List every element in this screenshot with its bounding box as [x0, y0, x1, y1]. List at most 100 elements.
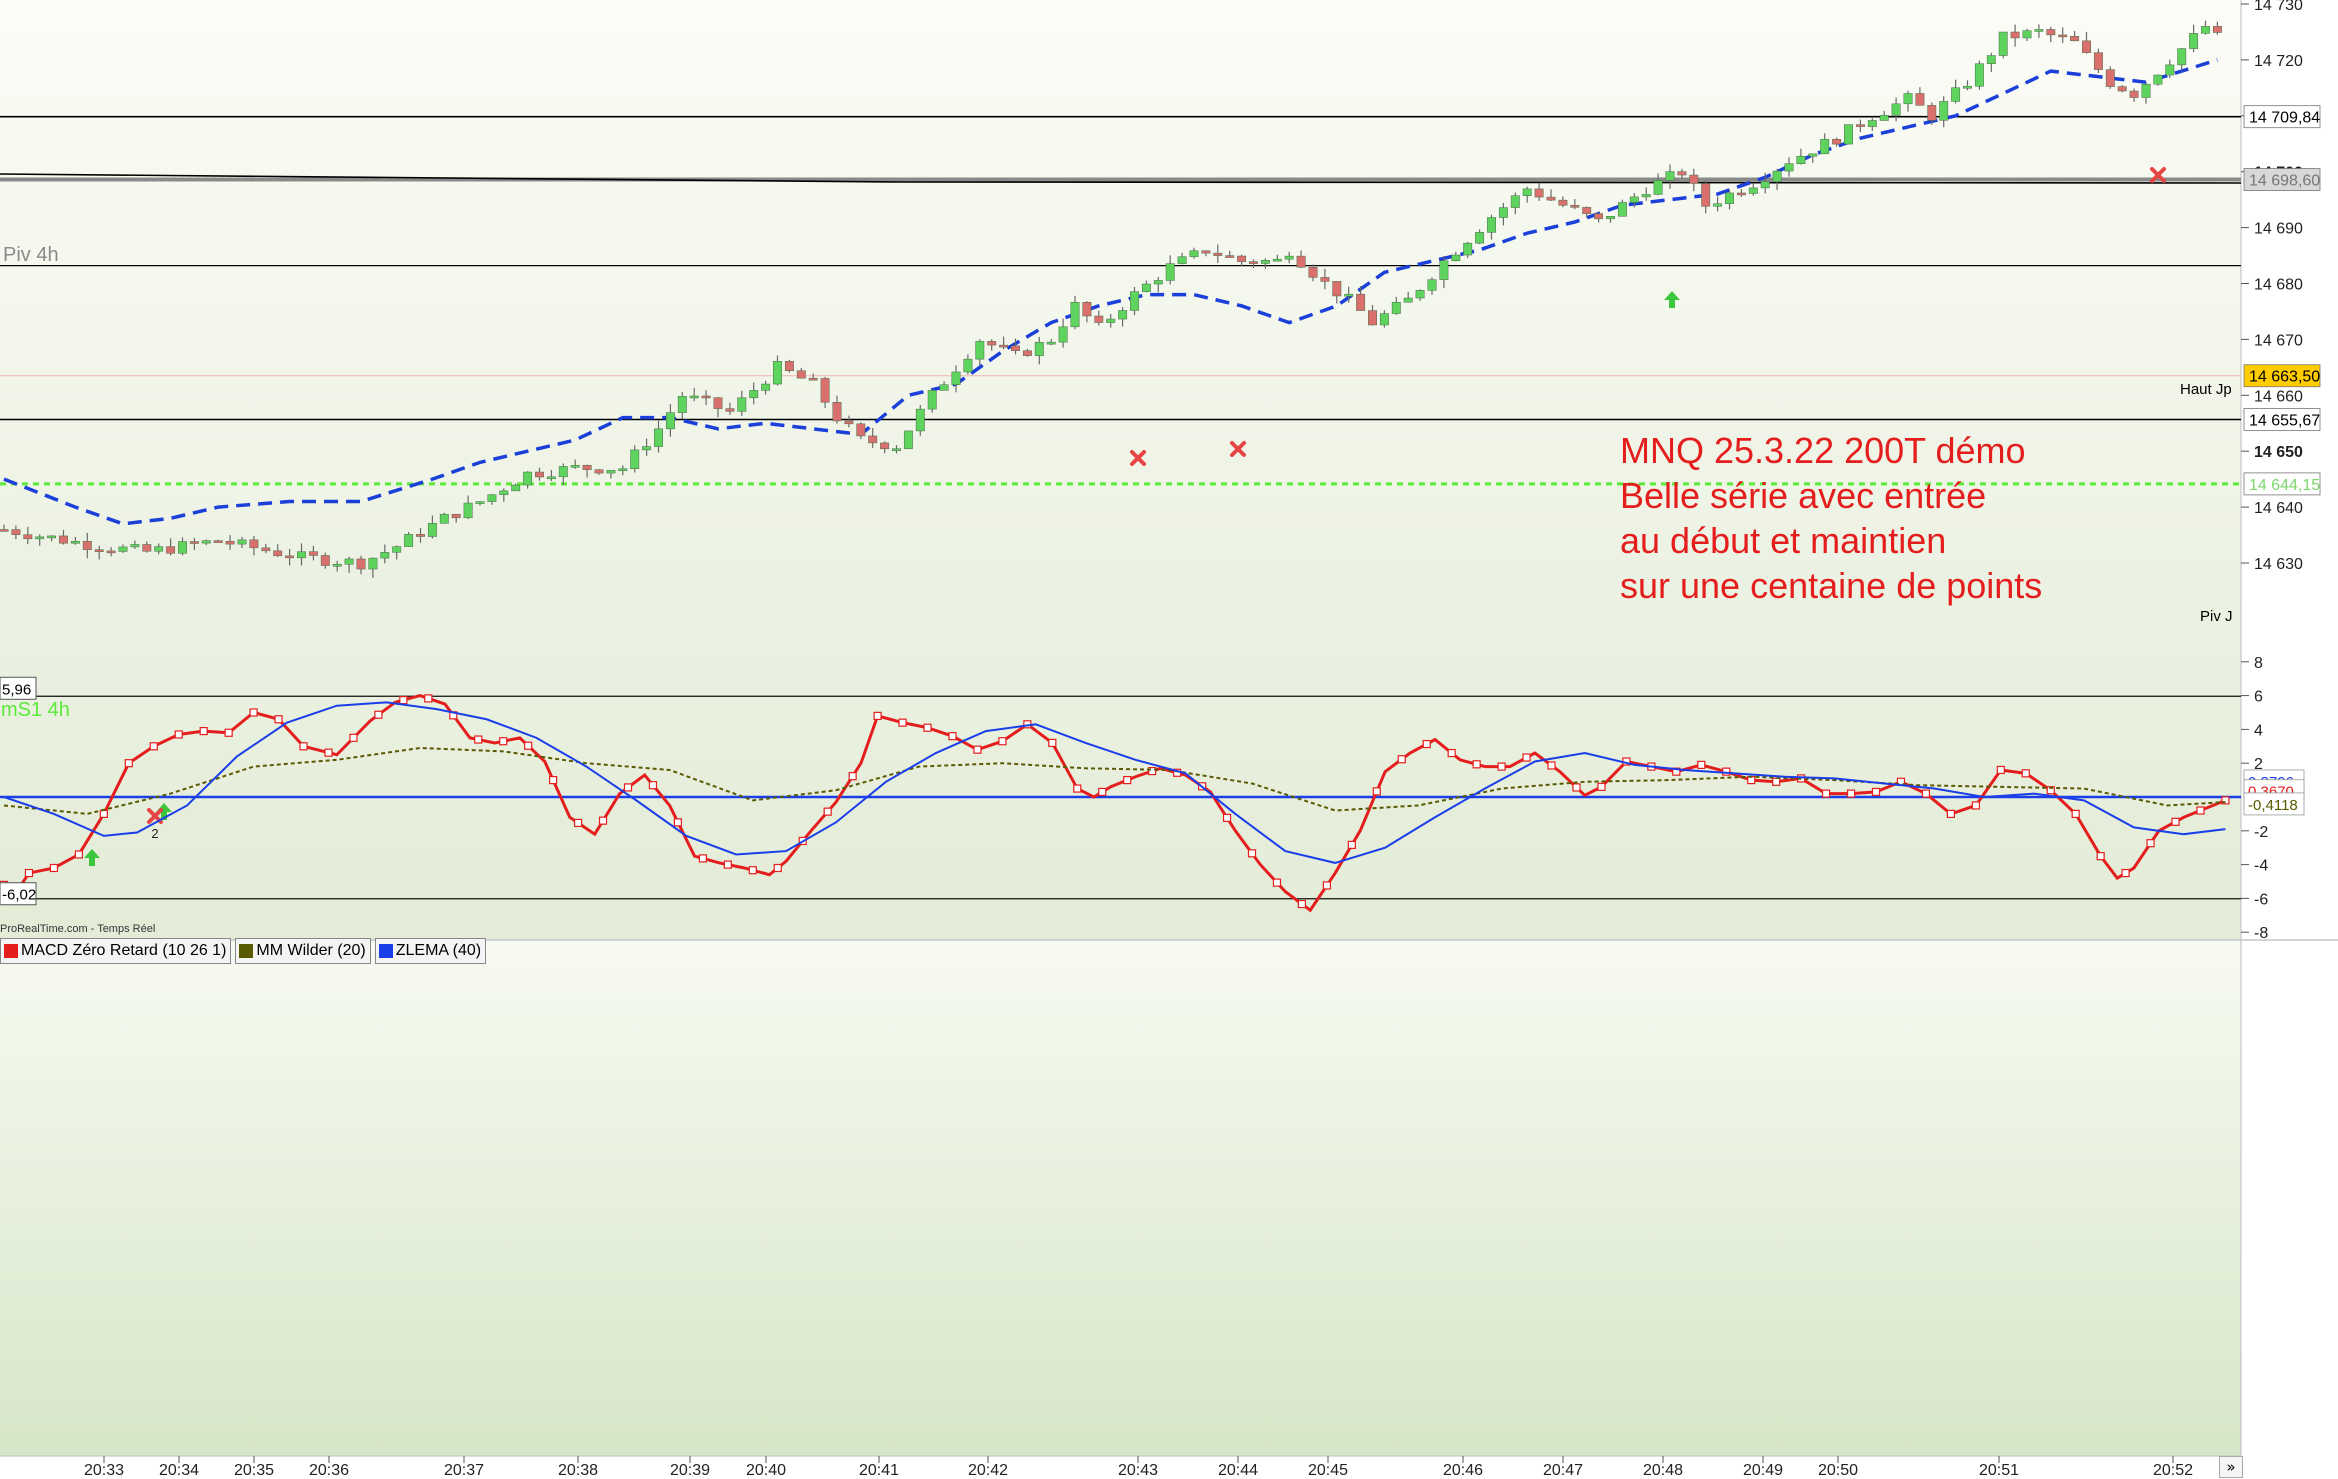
candle-body — [1760, 181, 1770, 189]
legend-label: ZLEMA (40) — [395, 942, 482, 959]
candle-body — [1141, 283, 1151, 292]
candle-body — [1189, 250, 1199, 257]
candle-body — [285, 555, 295, 559]
indicator-point — [474, 735, 483, 744]
x-tick-label: 20:45 — [1308, 1462, 1348, 1479]
legend-wilder[interactable]: MM Wilder (20) — [235, 938, 371, 964]
indicator-point — [2071, 809, 2080, 819]
indicator-point — [1447, 748, 1456, 758]
x-axis: 20:33 20:34 20:35 20:36 20:37 20:38 20:39 20:40… — [84, 1456, 2193, 1479]
y-tick-label: 4 — [2254, 722, 2263, 739]
indicator-point — [1322, 881, 1331, 890]
candle-body — [665, 412, 675, 430]
candle-body — [642, 446, 652, 451]
candle-body — [1677, 171, 1687, 176]
candle-body — [1844, 124, 1853, 145]
indicator-point — [1971, 801, 1980, 810]
candle-body — [713, 397, 723, 409]
candle-body — [1867, 120, 1877, 127]
indicator-level-tag-low: -6,02 — [2, 887, 36, 904]
candle-body — [249, 539, 259, 549]
indicator-point — [1297, 899, 1307, 909]
indicator-point — [2096, 852, 2105, 861]
y-tick-label: 14 690 — [2254, 221, 2303, 238]
indicator-point — [1821, 789, 1831, 798]
candle-body — [2117, 86, 2127, 92]
candle-body — [320, 555, 330, 566]
candle-body — [2046, 29, 2056, 36]
candle-body — [1260, 260, 1270, 264]
indicator-tag-wilder-bg — [2243, 792, 2305, 816]
x-mark-icon — [2150, 167, 2166, 183]
indicator-point — [1697, 760, 1706, 769]
hautjp-label: Haut Jp — [2180, 381, 2232, 398]
indicator-point — [648, 781, 658, 790]
candle-body — [1772, 170, 1782, 182]
x-tick-label: 20:37 — [444, 1462, 484, 1479]
y-tick-label: 14 650 — [2254, 444, 2303, 461]
indicator-point — [998, 737, 1007, 746]
candle-body — [2022, 30, 2032, 39]
candle-body — [1011, 345, 1020, 351]
candle-body — [213, 540, 223, 543]
candle-body — [261, 547, 271, 552]
indicator-point — [1772, 777, 1781, 786]
candle-body — [2141, 83, 2151, 98]
candle-body — [1332, 281, 1342, 297]
x-tick-label: 20:49 — [1743, 1462, 1783, 1479]
candle-body — [1094, 315, 1104, 323]
candle-body — [178, 541, 187, 554]
y-tick-label: -2 — [2254, 824, 2268, 841]
candle-body — [582, 465, 592, 470]
y-tick-label: -4 — [2254, 858, 2268, 875]
candle-body — [499, 490, 509, 495]
indicator-point — [748, 866, 757, 875]
candle-body — [1022, 350, 1032, 356]
candle-body — [1725, 192, 1734, 204]
candle-body — [237, 539, 247, 545]
candle-body — [1606, 216, 1615, 220]
candle-body — [796, 370, 806, 379]
candle-body — [1130, 291, 1139, 311]
x-tick-label: 20:34 — [159, 1462, 199, 1479]
indicator-point — [898, 718, 907, 727]
indicator-point — [499, 737, 508, 746]
indicator-panel-bg — [0, 940, 2241, 1456]
candle-body — [1296, 255, 1306, 268]
candle-body — [1748, 187, 1758, 194]
candle-body — [1927, 105, 1937, 121]
candle-body — [416, 534, 425, 537]
candle-body — [1463, 242, 1473, 256]
legend-macd[interactable]: MACD Zéro Retard (10 26 1) — [0, 938, 232, 964]
indicator-tag-wilder: -0,4118 — [2248, 797, 2298, 814]
candle-body — [1570, 205, 1580, 208]
indicator-point — [549, 775, 558, 785]
indicator-point — [1597, 782, 1606, 791]
indicator-point — [1472, 760, 1481, 769]
candle-body — [844, 420, 854, 425]
candle-body — [1832, 138, 1842, 145]
candle-body — [1522, 188, 1532, 196]
candle-body — [142, 544, 152, 552]
candle-body — [297, 551, 306, 559]
y-tick-label: 14 630 — [2254, 556, 2303, 573]
candle-body — [1689, 174, 1699, 184]
candle-body — [1736, 192, 1746, 196]
candle-body — [2201, 26, 2210, 34]
candle-body — [558, 466, 568, 478]
candle-body — [1284, 255, 1294, 260]
candle-body — [1879, 114, 1889, 121]
indicator-point — [1547, 761, 1556, 770]
candle-body — [511, 484, 521, 492]
legend-zlema[interactable]: ZLEMA (40) — [374, 938, 487, 964]
scroll-right-button[interactable]: » — [2219, 1456, 2243, 1478]
legend-swatch — [378, 944, 393, 958]
indicator-point — [1347, 840, 1356, 849]
indicator-point — [274, 715, 283, 724]
indicator-point — [224, 728, 233, 737]
candle-body — [868, 435, 878, 444]
candle-body — [332, 564, 342, 567]
candle-body — [273, 550, 283, 557]
candle-body — [1510, 195, 1520, 208]
